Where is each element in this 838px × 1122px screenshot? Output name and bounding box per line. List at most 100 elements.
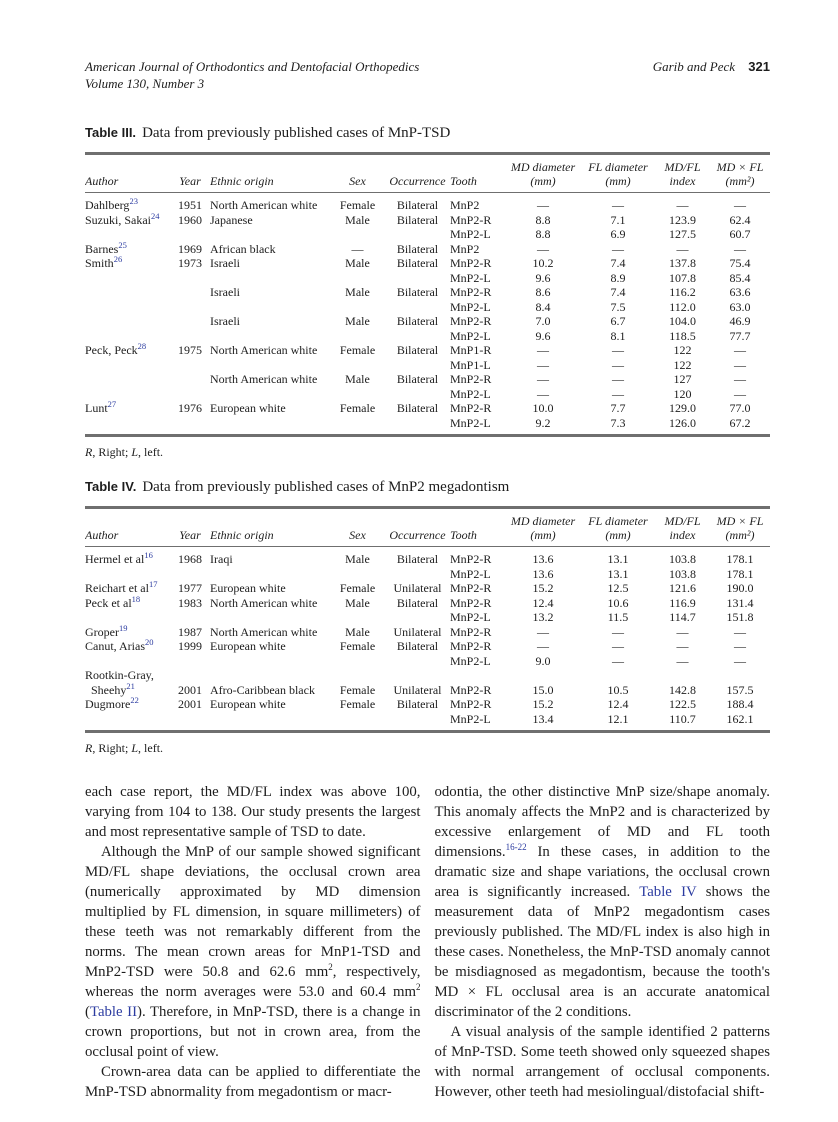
cell-fl-diameter: — (612, 639, 624, 653)
cell-md-diameter: 8.8 (535, 227, 551, 241)
cell-ethnic-origin: European white (210, 697, 286, 711)
footnote-abbrev: R (85, 741, 93, 755)
cell-author (85, 314, 170, 329)
reference-link[interactable]: 17 (148, 581, 158, 589)
cell-sex: Male (345, 372, 370, 386)
footnote-abbrev: R (85, 445, 93, 459)
footnote-text: , left. (138, 741, 164, 755)
cell-author (85, 654, 170, 669)
column-header-ethnic-origin: Ethnic origin (210, 507, 330, 547)
cell-tooth: MnP2-R (450, 639, 492, 653)
cell-md-diameter: 8.8 (535, 212, 551, 227)
cell-md-x-fl: — (734, 343, 746, 357)
cell-sex: Male (345, 595, 370, 610)
cell-sex (330, 610, 385, 625)
cell-year: 1951 (178, 198, 202, 212)
footnote-abbrev: L (131, 445, 139, 459)
cell-fl-diameter: 7.4 (610, 285, 626, 299)
cell-sex: Male (345, 212, 370, 227)
table-row: MnP2-L 9.6 8.9 107.8 85.4 (85, 271, 770, 286)
cross-reference-link[interactable]: Table II (89, 1004, 138, 1020)
reference-link[interactable]: 24 (151, 212, 160, 221)
cell-year (170, 329, 210, 344)
column-header-md-x-fl: MD × FL (mm²) (710, 507, 770, 547)
reference-link[interactable]: 22 (130, 697, 139, 705)
column-header-md-diameter: MD diameter (mm) (505, 153, 581, 193)
cell-ethnic-origin: Afro-Caribbean black (210, 682, 315, 697)
cell-md-diameter: — (537, 372, 549, 386)
reference-link[interactable]: 19 (118, 624, 128, 633)
header-row: Author Year Ethnic origin Sex Occurrence Toot… (85, 507, 770, 547)
table-row: MnP2-L 9.6 8.1 118.5 77.7 (85, 329, 770, 344)
reference-link[interactable]: 20 (145, 639, 154, 647)
cell-tooth: MnP2-R (450, 212, 492, 227)
cell-sex: Male (345, 314, 370, 328)
cell-fl-diameter: 7.4 (610, 256, 626, 270)
cell-year (170, 567, 210, 582)
cell-tooth: MnP2 (450, 198, 480, 212)
cell-md-x-fl (710, 668, 770, 683)
column-header-fl-diameter: FL diameter (mm) (581, 153, 655, 193)
cell-fl-diameter: — (612, 198, 624, 212)
reference-link[interactable]: 23 (129, 196, 138, 206)
cell-ethnic-origin (210, 227, 330, 242)
reference-link[interactable]: 18 (131, 595, 141, 604)
column-header-tooth: Tooth (450, 507, 505, 547)
cell-occurrence: Bilateral (396, 595, 439, 610)
table-iii-caption: Data from previously published cases of … (142, 125, 451, 141)
cell-md-x-fl: 77.7 (729, 328, 751, 343)
cell-year: 1983 (178, 595, 202, 610)
table-row: Suzuki, Sakai24 1960 Japanese Male Bilateral… (85, 213, 770, 228)
table-row: MnP2-L 8.4 7.5 112.0 63.0 (85, 300, 770, 315)
cell-fl-diameter: 8.1 (610, 328, 626, 343)
cell-year: 1969 (178, 241, 202, 256)
superscript: 2 (328, 962, 333, 973)
cell-sex: Male (345, 285, 370, 299)
cell-year (170, 610, 210, 625)
reference-link[interactable]: 25 (118, 241, 127, 250)
cell-year (170, 358, 210, 373)
cell-ethnic-origin: European white (210, 401, 286, 415)
reference-link[interactable]: 21 (126, 682, 135, 691)
cell-sex (330, 654, 385, 669)
cell-occurrence: Bilateral (396, 639, 439, 653)
cell-md-diameter: — (537, 386, 549, 401)
cell-ethnic-origin: North American white (210, 198, 318, 212)
cell-author: Lunt27 (85, 401, 117, 415)
cell-sex: Male (345, 552, 370, 566)
cell-author: Barnes25 (85, 241, 127, 256)
cell-year (170, 387, 210, 402)
table-iii: Author Year Ethnic origin Sex Occurrence Toot… (85, 152, 770, 437)
body-column-right: odontia, the other distinctive MnP size/… (435, 782, 771, 1102)
cell-year: 1977 (178, 581, 202, 595)
citation-link[interactable]: 16-22 (505, 842, 527, 853)
cell-occurrence: Bilateral (396, 401, 439, 415)
reference-link[interactable]: 27 (107, 401, 117, 409)
cell-year (170, 668, 210, 683)
cell-fl-diameter: 6.9 (610, 227, 626, 241)
cell-ethnic-origin (210, 358, 330, 373)
cell-ethnic-origin (210, 654, 330, 669)
cross-reference-link[interactable]: Table IV (639, 884, 697, 900)
cell-year (170, 271, 210, 286)
cell-occurrence (385, 271, 450, 286)
column-header-year: Year (170, 153, 210, 193)
column-header-year: Year (170, 507, 210, 547)
cell-year (170, 314, 210, 329)
column-header-occurrence: Occurrence (385, 153, 450, 193)
cell-fl-diameter: 12.1 (607, 711, 629, 726)
cell-ethnic-origin: Japanese (210, 212, 253, 227)
cell-fl-diameter: 12.4 (607, 697, 629, 711)
cell-tooth: MnP2-R (450, 682, 492, 697)
paragraph: each case report, the MD/FL index was ab… (85, 784, 421, 840)
reference-link[interactable]: 28 (137, 343, 147, 351)
paragraph: Although the MnP of our sample showed si… (85, 844, 421, 1060)
reference-link[interactable]: 16 (144, 550, 153, 560)
cell-ethnic-origin (210, 610, 330, 625)
cell-md-x-fl: — (734, 624, 746, 639)
cell-ethnic-origin (210, 567, 330, 582)
cell-occurrence (385, 387, 450, 402)
reference-link[interactable]: 26 (113, 256, 123, 264)
cell-year: 1976 (178, 401, 202, 415)
cell-mdfl-index: 122 (673, 357, 692, 372)
